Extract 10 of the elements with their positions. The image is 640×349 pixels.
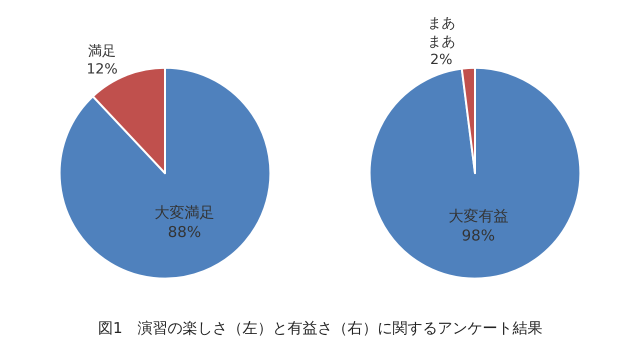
- data-label: 2%: [430, 52, 452, 68]
- slice-label: 大変有益: [448, 207, 508, 226]
- caption: 図1 演習の楽しさ（左）と有益さ（右）に関するアンケート結果: [98, 319, 543, 337]
- data-label: 88%: [168, 222, 202, 241]
- data-label: 98%: [462, 226, 495, 245]
- slice-label: 大変満足: [154, 203, 214, 222]
- data-label: 12%: [86, 61, 118, 78]
- pie-slice: [368, 66, 582, 280]
- slice-label: 満足: [88, 43, 116, 60]
- slice-label: まあまあ: [427, 16, 456, 50]
